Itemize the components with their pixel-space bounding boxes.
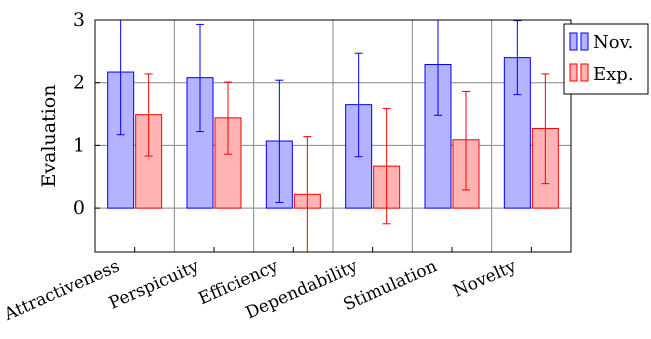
legend-label-nov: Nov. — [593, 32, 633, 53]
x-tick-label-novelty: Novelty — [450, 256, 519, 302]
legend: Nov. Exp. — [563, 23, 649, 95]
x-axis-ticks: AttractivenessPerspicuityEfficiencyDepen… — [1, 247, 532, 325]
y-axis-ticks: 0 1 2 3 — [73, 9, 100, 219]
x-tick-label-perspicuity: Perspicuity — [106, 256, 202, 314]
legend-swatch-exp-2 — [580, 63, 589, 82]
y-tick-label: 3 — [73, 9, 85, 31]
bars — [107, 20, 559, 252]
plot-frame — [94, 19, 572, 253]
y-tick-label: 1 — [73, 134, 85, 156]
y-tick-label: 0 — [73, 197, 85, 219]
bar-nov-stimulation — [424, 64, 452, 209]
legend-swatch-exp — [569, 63, 578, 82]
y-tick-label: 2 — [73, 72, 85, 94]
legend-box — [563, 23, 649, 95]
y-axis-label: Evaluation — [38, 85, 60, 188]
legend-label-exp: Exp. — [593, 64, 634, 85]
legend-swatch-nov — [569, 32, 578, 51]
legend-swatch-nov-2 — [580, 32, 589, 51]
grid-lines — [95, 19, 571, 252]
x-tick-label-attractiveness: Attractiveness — [1, 256, 123, 325]
